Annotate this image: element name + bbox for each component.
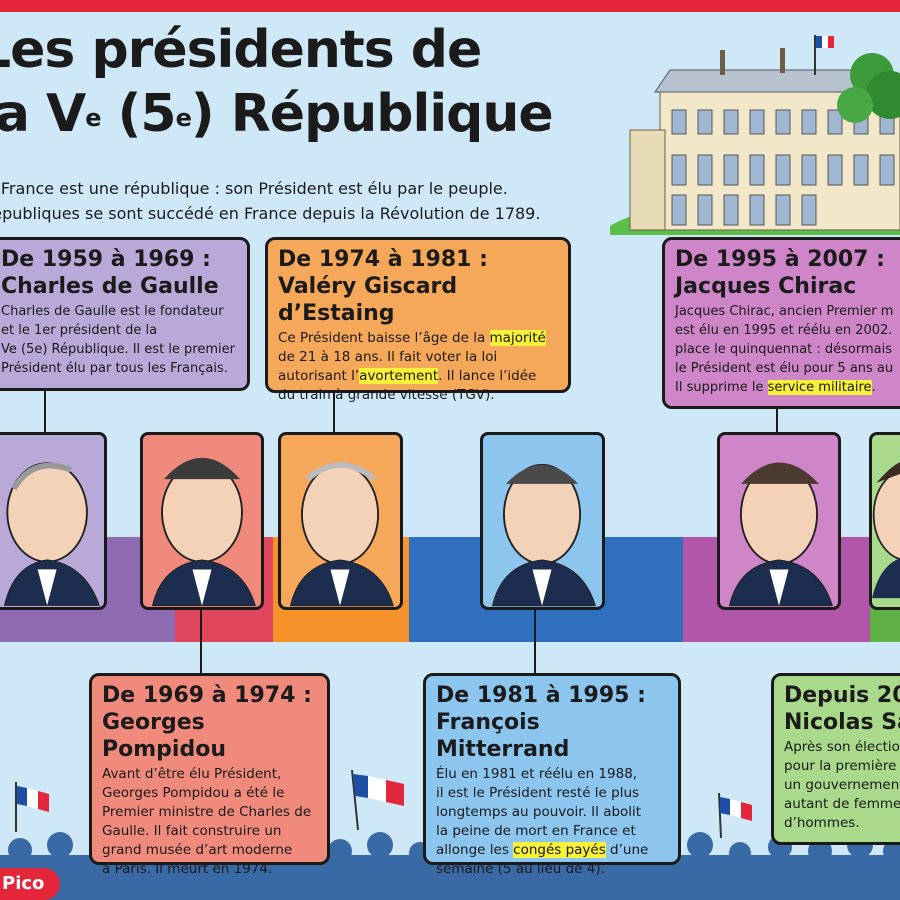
name-mitterrand: François Mitterrand — [436, 710, 570, 762]
portrait-mitterrand — [480, 432, 605, 610]
dates-pompidou: De 1969 à 1974 : — [102, 683, 312, 708]
pico-logo: Pico — [0, 868, 60, 900]
info-box-giscard: De 1974 à 1981 : Valéry Giscard d’Estain… — [265, 237, 571, 403]
connector-pompidou — [200, 607, 202, 675]
name-pompidou: Georges Pompidou — [102, 710, 226, 762]
info-box-degaulle: De 1959 à 1969 : Charles de Gaulle Charl… — [0, 237, 250, 391]
page-title: Les présidents de la Ve (5e) République — [0, 20, 554, 144]
name-degaulle: Charles de Gaulle — [1, 274, 219, 299]
portrait-pompidou — [140, 432, 264, 610]
portrait-degaulle — [0, 432, 107, 610]
dates-mitterrand: De 1981 à 1995 : — [436, 683, 646, 708]
text-chirac: Jacques Chirac, ancien Premier m est élu… — [675, 304, 894, 395]
text-giscard: Ce Président baisse l’âge de la majorité… — [278, 330, 546, 403]
name-sarkozy: Nicolas Sa — [784, 710, 900, 735]
connector-degaulle — [44, 388, 46, 434]
dates-giscard: De 1974 à 1981 : — [278, 247, 488, 272]
text-pompidou: Avant d’être élu Président, Georges Pomp… — [102, 766, 312, 877]
text-sarkozy: Après son élection pour la première f un… — [784, 739, 900, 831]
connector-mitterrand — [534, 607, 536, 675]
info-box-chirac: De 1995 à 2007 : Jacques Chirac Jacques … — [662, 237, 900, 409]
dates-sarkozy: Depuis 20 — [784, 683, 900, 708]
intro-text: a France est une république : son Présid… — [0, 179, 541, 223]
elysee-palace-illustration — [610, 35, 900, 235]
connector-giscard — [333, 388, 335, 434]
portrait-chirac — [717, 432, 841, 610]
dates-chirac: De 1995 à 2007 : — [675, 247, 885, 272]
french-flag-left — [15, 782, 49, 832]
portrait-sarkozy — [869, 432, 900, 610]
text-degaulle: Charles de Gaulle est le fondateur et le… — [1, 304, 235, 376]
name-giscard: Valéry Giscard d’Estaing — [278, 274, 458, 326]
connector-chirac — [776, 405, 778, 435]
name-chirac: Jacques Chirac — [675, 274, 857, 299]
french-flag-right — [718, 793, 752, 838]
info-box-sarkozy: Depuis 20 Nicolas Sa Après son élection … — [771, 673, 900, 845]
portrait-giscard — [278, 432, 403, 610]
info-box-pompidou: De 1969 à 1974 : Georges Pompidou Avant … — [89, 673, 330, 877]
top-red-bar — [0, 0, 900, 12]
french-flag-middle — [351, 770, 404, 830]
info-box-mitterrand: De 1981 à 1995 : François Mitterrand Élu… — [423, 673, 681, 877]
dates-degaulle: De 1959 à 1969 : — [1, 247, 211, 272]
text-mitterrand: Élu en 1981 et réélu en 1988, il est le … — [436, 766, 649, 877]
